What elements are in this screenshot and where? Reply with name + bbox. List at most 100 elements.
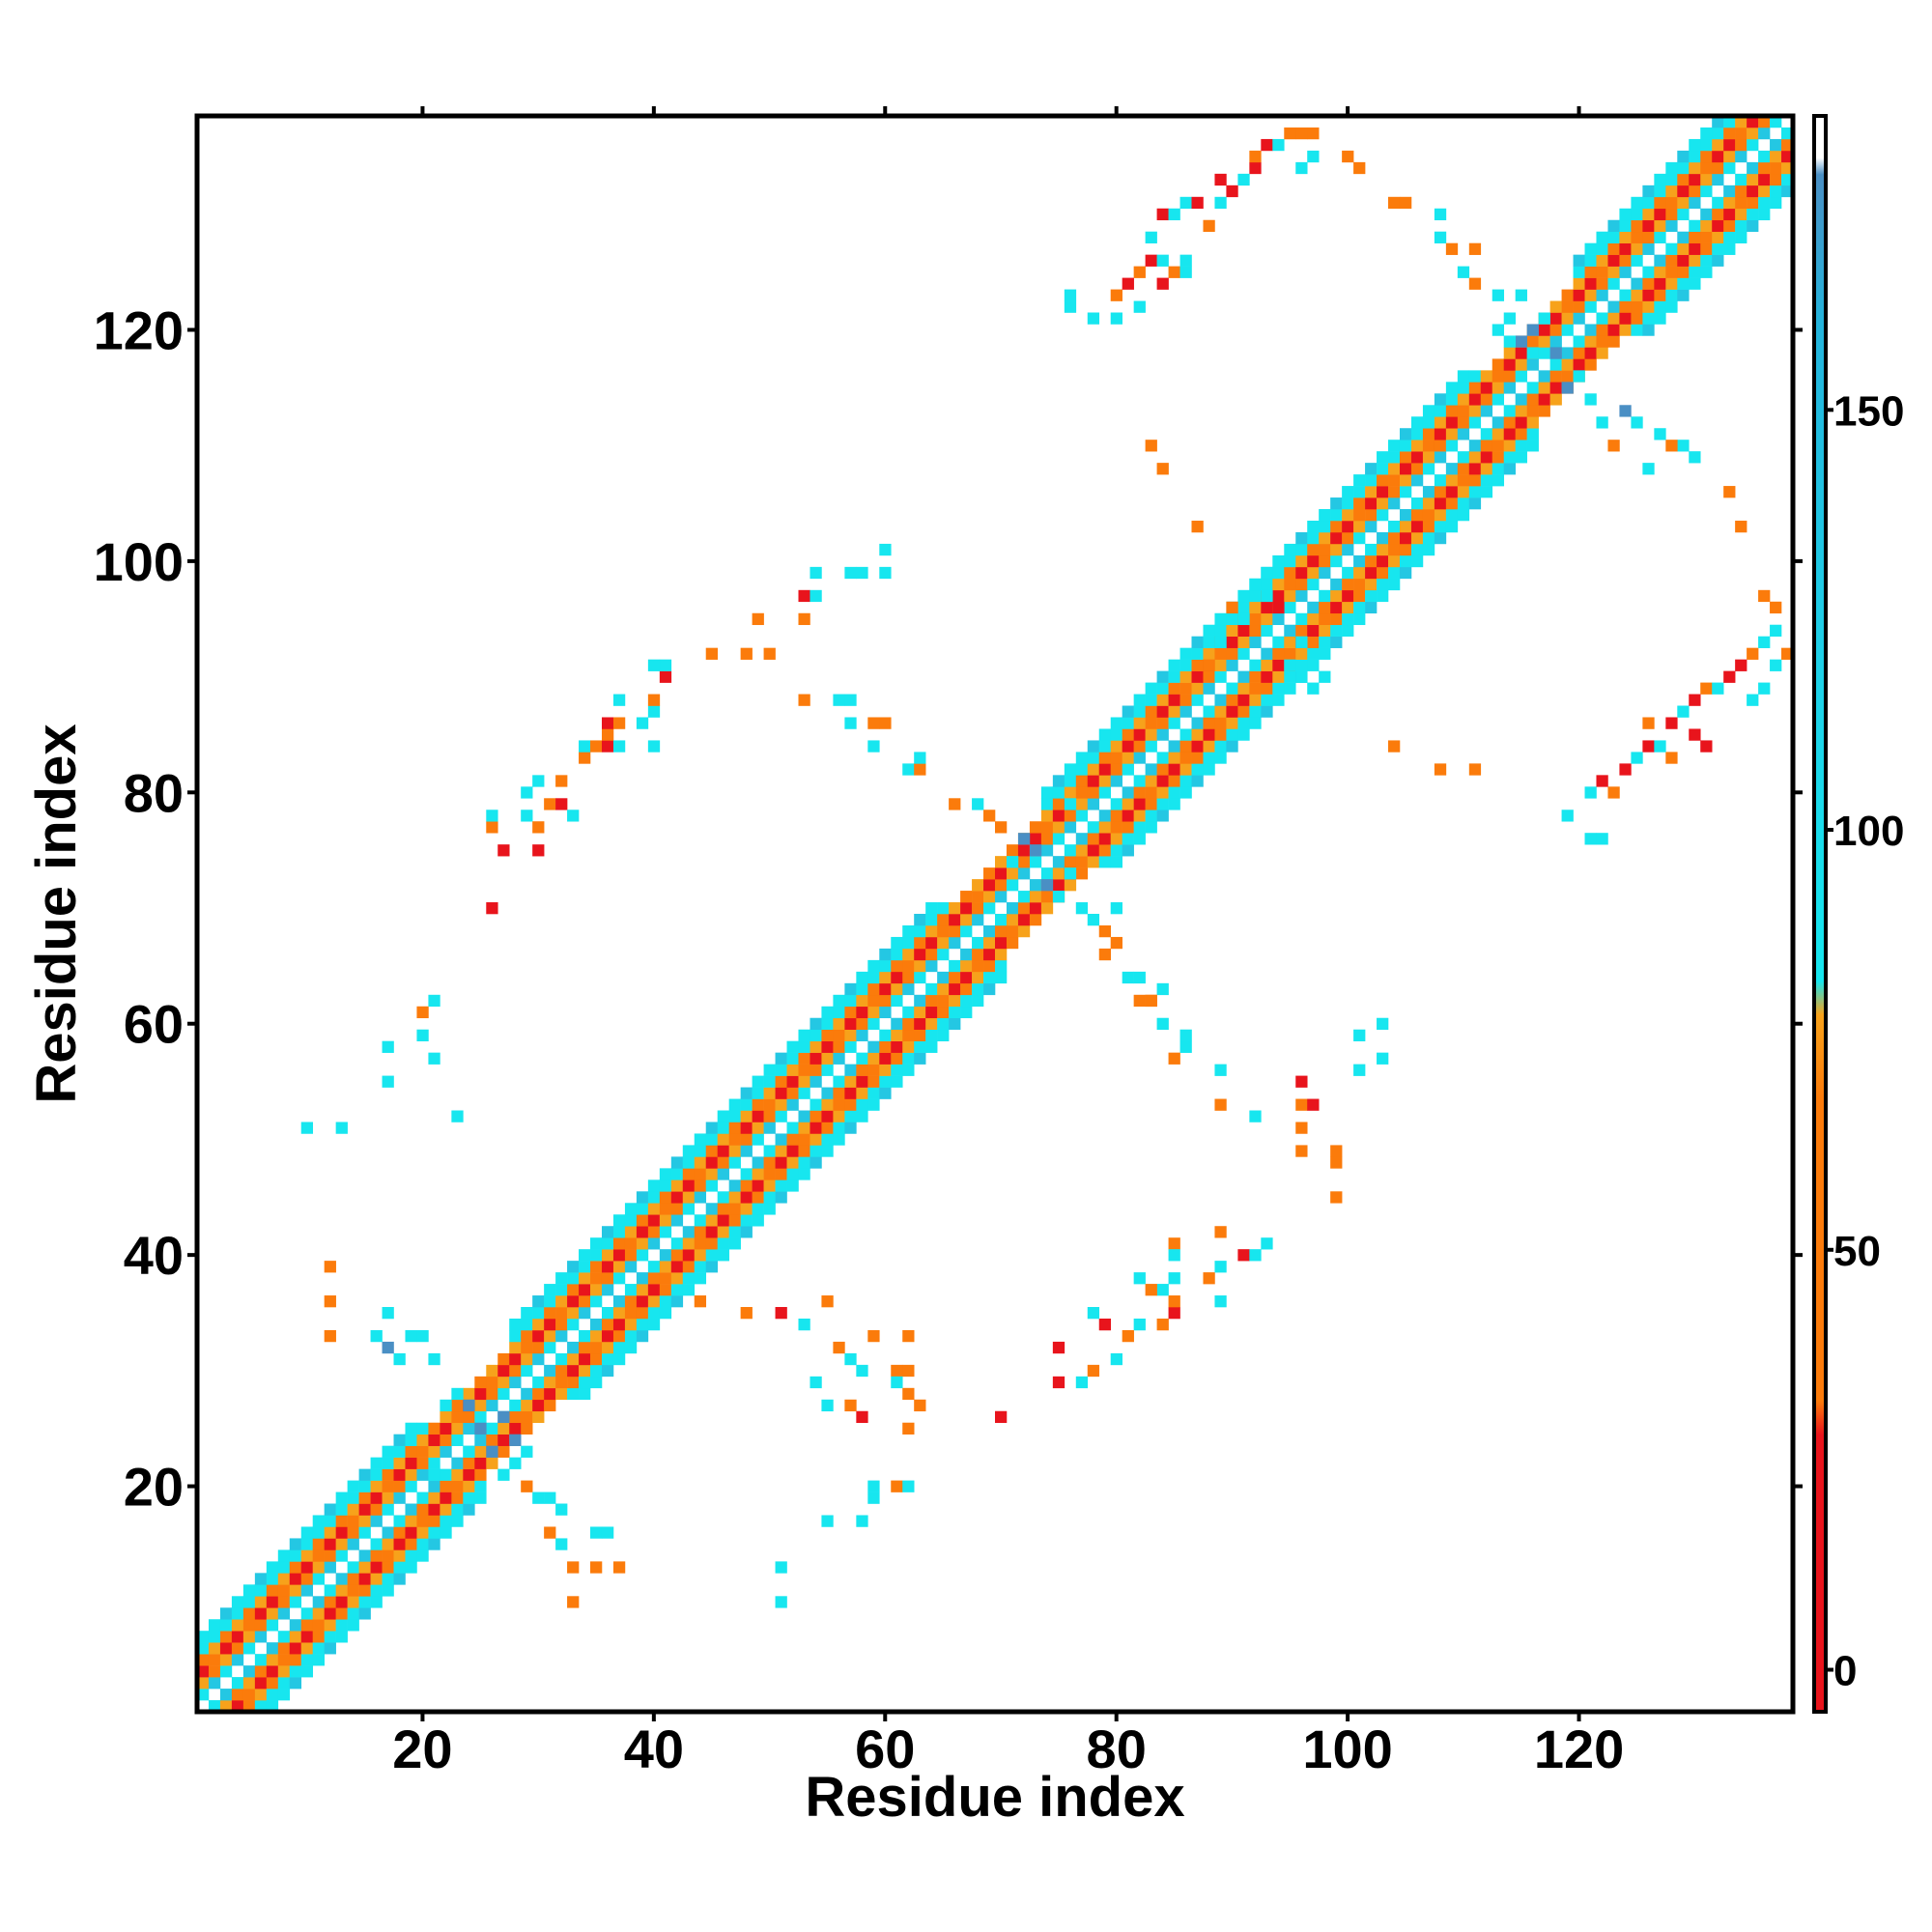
heatmap-cell: [1295, 554, 1308, 568]
heatmap-cell: [1503, 358, 1516, 371]
heatmap-cell: [1168, 1272, 1180, 1285]
heatmap-cell: [914, 1399, 926, 1412]
heatmap-cell: [902, 936, 915, 950]
heatmap-cell: [902, 959, 915, 973]
heatmap-cell: [1377, 554, 1389, 568]
heatmap-cell: [231, 1596, 244, 1608]
heatmap-cell: [590, 1364, 603, 1378]
heatmap-cell: [289, 1573, 302, 1585]
heatmap-cell: [1700, 682, 1713, 695]
heatmap-cell: [925, 1040, 938, 1053]
heatmap-cell: [763, 1179, 776, 1192]
heatmap-cell: [775, 1110, 787, 1122]
heatmap-cell: [382, 1492, 394, 1504]
heatmap-cell: [601, 1237, 614, 1250]
heatmap-cell: [416, 1445, 429, 1458]
heatmap-cell: [810, 1040, 822, 1053]
heatmap-cell: [763, 1145, 776, 1157]
heatmap-cell: [1492, 416, 1505, 429]
heatmap-cell: [1203, 1272, 1215, 1285]
heatmap-cell: [555, 1387, 568, 1401]
heatmap-cell: [775, 1179, 787, 1192]
heatmap-cell: [289, 1665, 302, 1678]
heatmap-cell: [1631, 324, 1643, 336]
heatmap-cell: [1642, 208, 1655, 221]
heatmap-cell: [763, 1156, 776, 1169]
heatmap-cell: [1226, 624, 1238, 637]
heatmap-cell: [1619, 208, 1632, 221]
heatmap-cell: [300, 1584, 314, 1597]
heatmap-cell: [682, 1179, 696, 1192]
heatmap-cell: [983, 891, 996, 903]
heatmap-cell: [717, 1133, 729, 1146]
heatmap-cell: [856, 1075, 868, 1088]
heatmap-cell: [1307, 578, 1320, 591]
heatmap-cell: [636, 1237, 649, 1250]
heatmap-cell: [1584, 242, 1597, 255]
heatmap-cell: [579, 1352, 591, 1366]
heatmap-cell: [335, 1573, 348, 1585]
heatmap-cell: [1561, 312, 1574, 325]
heatmap-cell: [879, 948, 892, 961]
heatmap-cell: [1133, 300, 1146, 313]
heatmap-cell: [1203, 728, 1215, 741]
heatmap-cell: [555, 1503, 568, 1516]
heatmap-cell: [1677, 289, 1690, 301]
heatmap-cell: [324, 1584, 336, 1597]
heatmap-cell: [902, 1480, 915, 1492]
heatmap-cell: [544, 1307, 556, 1320]
heatmap-cell: [497, 1445, 510, 1458]
heatmap-cell: [636, 1284, 649, 1296]
heatmap-cell: [1098, 728, 1112, 741]
heatmap-cell: [1017, 924, 1031, 938]
heatmap-cell: [1468, 277, 1482, 290]
heatmap-cell: [1410, 474, 1424, 487]
heatmap-cell: [902, 1029, 915, 1041]
heatmap-cell: [1445, 497, 1459, 510]
heatmap-cell: [925, 1006, 938, 1019]
heatmap-cell: [763, 1203, 776, 1215]
heatmap-cell: [1747, 138, 1759, 152]
heatmap-cell: [486, 902, 498, 915]
heatmap-cell: [844, 1006, 857, 1019]
heatmap-cell: [1075, 810, 1089, 822]
heatmap-cell: [1087, 833, 1100, 845]
heatmap-cell: [705, 1237, 718, 1250]
heatmap-cell: [624, 1214, 638, 1227]
heatmap-cell: [1665, 173, 1678, 186]
heatmap-cell: [1712, 231, 1724, 243]
heatmap-cell: [612, 1272, 626, 1285]
heatmap-cell: [300, 1538, 314, 1550]
heatmap-cell: [1434, 531, 1447, 545]
heatmap-cell: [590, 1329, 603, 1343]
heatmap-cell: [1596, 335, 1608, 348]
heatmap-cell: [1029, 856, 1042, 868]
heatmap-cell: [1353, 1064, 1366, 1076]
heatmap-cell: [1770, 150, 1782, 163]
heatmap-cell: [242, 1619, 256, 1632]
heatmap-cell: [1353, 578, 1366, 591]
heatmap-cell: [960, 994, 973, 1008]
heatmap-cell: [682, 1156, 696, 1169]
heatmap-cell: [1770, 161, 1782, 175]
heatmap-cell: [1203, 670, 1215, 683]
heatmap-cell: [786, 1075, 799, 1088]
heatmap-cell: [1226, 728, 1238, 741]
heatmap-cell: [670, 1156, 684, 1169]
heatmap-cell: [208, 1619, 221, 1632]
heatmap-cell: [1619, 324, 1632, 336]
heatmap-cell: [1353, 531, 1366, 545]
heatmap-cell: [440, 1492, 452, 1504]
heatmap-cell: [972, 936, 984, 950]
heatmap-cell: [254, 1677, 268, 1690]
heatmap-cell: [810, 1156, 822, 1169]
heatmap-cell: [1399, 474, 1412, 487]
heatmap-cell: [231, 1631, 244, 1643]
heatmap-cell: [1399, 531, 1412, 545]
heatmap-cell: [544, 798, 556, 810]
heatmap-cell: [1087, 740, 1100, 753]
heatmap-cell: [786, 1052, 799, 1065]
heatmap-cell: [416, 1538, 429, 1550]
heatmap-cell: [995, 914, 1008, 926]
heatmap-cell: [1457, 451, 1470, 464]
